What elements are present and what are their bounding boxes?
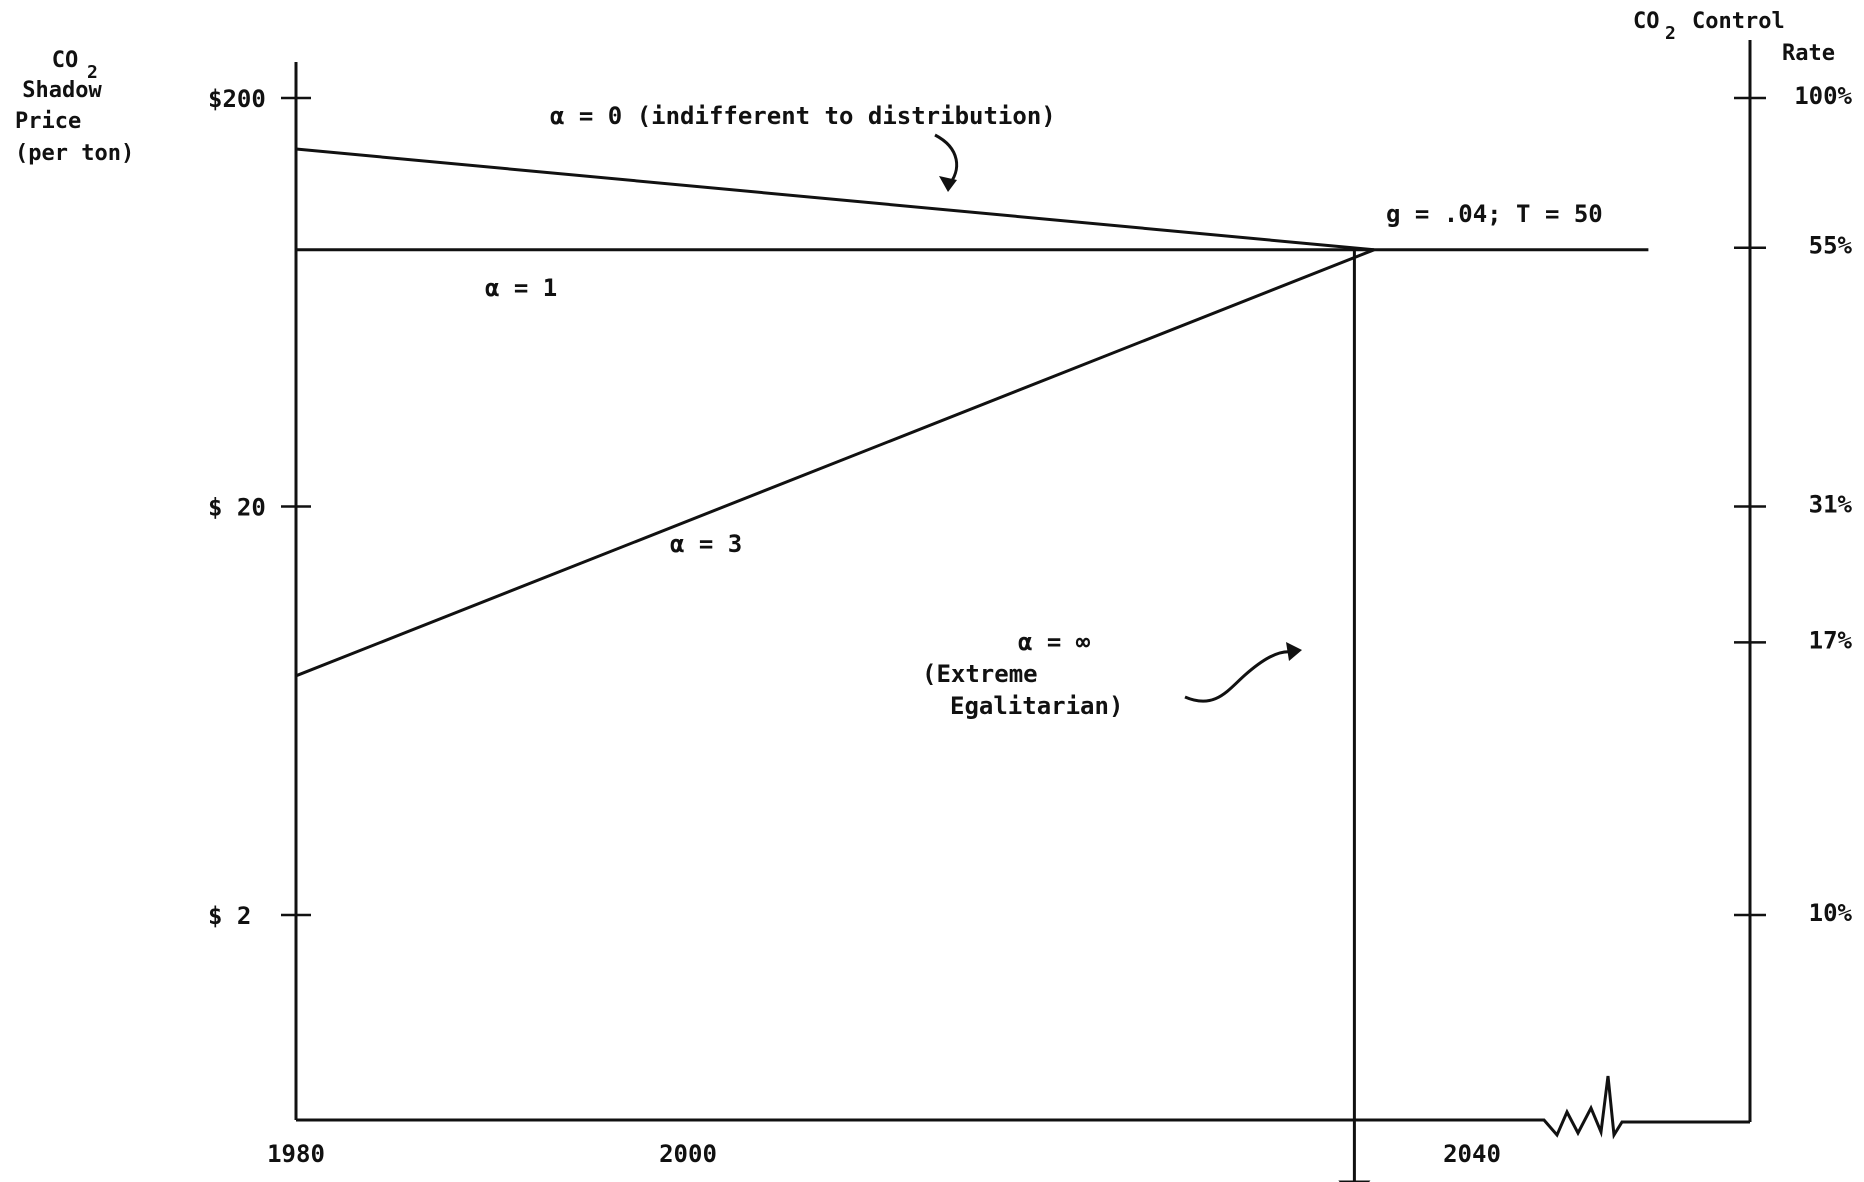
left-tick-label-0: $200 bbox=[208, 85, 266, 113]
left-tick-label-1: $ 20 bbox=[208, 494, 266, 522]
series-lines bbox=[295, 147, 1649, 1182]
right-axis-title: CO 2 Control Rate bbox=[1633, 9, 1835, 66]
left-axis-ticks: $200 $ 20 $ 2 bbox=[208, 85, 311, 930]
series-line-0 bbox=[295, 147, 1375, 252]
right-tick-label-2: 31% bbox=[1809, 491, 1853, 519]
left-title-line-co: CO bbox=[52, 48, 79, 73]
left-title-line-price: Price bbox=[15, 109, 81, 134]
right-axis-ticks: 100% 55% 31% 17% 10% bbox=[1734, 82, 1853, 927]
left-title-line-shadow: Shadow bbox=[22, 78, 102, 103]
series-line-2 bbox=[295, 248, 1375, 678]
left-title-line-per-ton: (per ton) bbox=[15, 141, 134, 166]
right-title-line-rate: Rate bbox=[1782, 41, 1835, 66]
label-alpha-0: α = 0 (indifferent to distribution) bbox=[550, 102, 1056, 130]
x-tick-label-0: 1980 bbox=[267, 1140, 325, 1168]
label-alpha-3: α = 3 bbox=[670, 530, 742, 558]
arrowhead-alpha-0 bbox=[939, 176, 957, 192]
right-title-line-co: CO bbox=[1633, 9, 1660, 34]
x-tick-label-2: 2040 bbox=[1443, 1140, 1501, 1168]
x-tick-label-1: 2000 bbox=[659, 1140, 717, 1168]
label-extreme: (Extreme bbox=[922, 660, 1038, 688]
left-axis-title: CO 2 Shadow Price (per ton) bbox=[15, 48, 134, 166]
label-alpha-1: α = 1 bbox=[485, 274, 557, 302]
label-params: g = .04; T = 50 bbox=[1386, 200, 1603, 228]
arrow-alpha-inf bbox=[1184, 650, 1293, 703]
arrowhead-alpha-inf bbox=[1286, 642, 1302, 661]
left-tick-label-2: $ 2 bbox=[208, 902, 251, 930]
right-tick-label-4: 10% bbox=[1809, 899, 1853, 927]
right-tick-label-1: 55% bbox=[1809, 232, 1853, 260]
right-tick-label-0: 100% bbox=[1794, 82, 1852, 110]
x-axis-line bbox=[296, 1075, 1750, 1140]
label-egalitarian: Egalitarian) bbox=[950, 692, 1123, 720]
label-alpha-inf: α = ∞ bbox=[1018, 628, 1091, 656]
left-title-subscript: 2 bbox=[87, 62, 98, 83]
right-title-subscript: 2 bbox=[1665, 23, 1676, 44]
right-title-line-control: Control bbox=[1692, 9, 1785, 34]
x-axis-ticks: 1980 2000 2040 bbox=[267, 1140, 1501, 1168]
right-tick-label-3: 17% bbox=[1809, 626, 1853, 654]
